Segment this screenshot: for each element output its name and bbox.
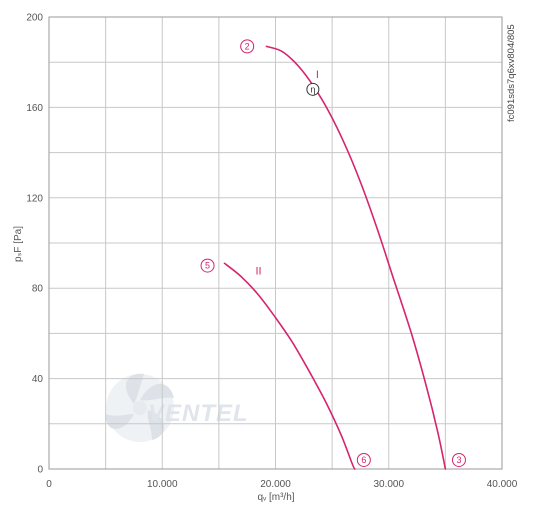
y-tick-label: 40 (32, 374, 44, 385)
curve-label: I (316, 69, 319, 81)
watermark-text: VENTEL (148, 400, 249, 427)
operating-point-label: 3 (456, 455, 461, 465)
operating-point-marker (200, 258, 215, 273)
ventel-watermark-logo: VENTEL (105, 373, 249, 442)
operating-point-label: 6 (361, 455, 366, 465)
fan-icon (105, 373, 174, 442)
plot-frame (48, 16, 503, 470)
x-axis-label: qᵥ [m³/h] (257, 492, 294, 503)
y-tick-label: 200 (26, 13, 43, 24)
plot-axes (48, 16, 503, 470)
operating-point-marker (451, 452, 466, 467)
x-tick-label: 20.000 (260, 479, 291, 490)
y-tick-label: 0 (37, 465, 43, 476)
x-tick-label: 0 (46, 479, 52, 490)
operating-point-marker (356, 452, 371, 467)
series-line-ii (223, 262, 356, 470)
x-tick-label: 10.000 (147, 479, 178, 490)
curve-label: II (255, 266, 261, 278)
y-axis-ticks: 0 40 80 120 160 200 (26, 13, 43, 476)
y-tick-label: 80 (32, 284, 44, 295)
operating-point-label: 2 (245, 41, 250, 51)
efficiency-marker (306, 82, 320, 96)
x-tick-label: 40.000 (487, 479, 518, 490)
y-axis-label: pₛF [Pa] (13, 226, 24, 262)
efficiency-label: η (310, 84, 315, 94)
reference-code: fc091sds7q6xv804/805 (506, 24, 517, 122)
y-tick-label: 160 (26, 103, 43, 114)
series-line-i (265, 45, 447, 470)
series-layer (223, 45, 447, 470)
operating-point-marker (240, 39, 255, 54)
y-tick-label: 120 (26, 193, 43, 204)
x-axis-ticks: 0 10.000 20.000 30.000 40.000 (46, 479, 518, 490)
x-tick-label: 30.000 (373, 479, 404, 490)
operating-point-label: 5 (205, 261, 210, 271)
